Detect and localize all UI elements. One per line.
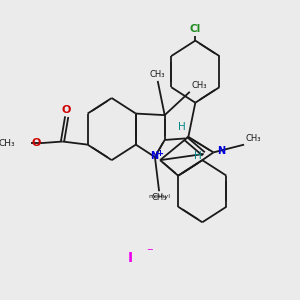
Text: CH₃: CH₃	[191, 81, 207, 90]
Text: O: O	[31, 138, 40, 148]
Text: N: N	[150, 151, 158, 160]
Text: CH₃: CH₃	[150, 70, 166, 80]
Text: Cl: Cl	[190, 23, 201, 34]
Text: I: I	[128, 250, 133, 265]
Text: N: N	[217, 146, 225, 156]
Text: H: H	[178, 122, 185, 132]
Text: CH₃: CH₃	[152, 193, 167, 202]
Text: methyl: methyl	[148, 194, 170, 199]
Text: H: H	[194, 151, 202, 161]
Text: +: +	[156, 149, 163, 158]
Text: O: O	[62, 105, 71, 115]
Text: CH₃: CH₃	[245, 134, 261, 143]
Text: CH₃: CH₃	[0, 139, 15, 148]
Text: ⁻: ⁻	[146, 247, 153, 260]
